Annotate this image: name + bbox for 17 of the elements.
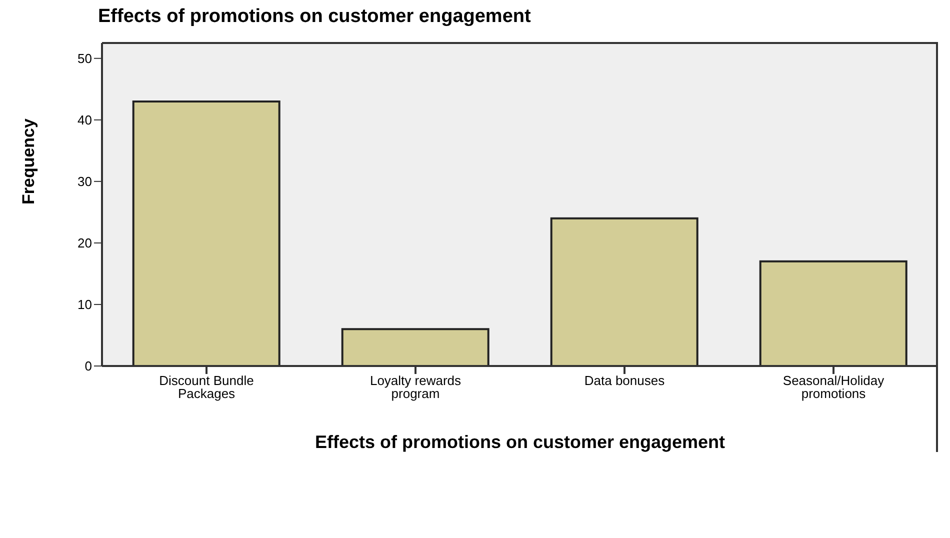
- y-tick-label: 0: [84, 358, 92, 374]
- x-tick-label: Loyalty rewards program: [370, 373, 462, 402]
- y-tick-label: 20: [78, 236, 92, 251]
- y-tick-label: 50: [78, 50, 92, 66]
- chart-title: Effects of promotions on customer engagement: [98, 6, 531, 28]
- x-axis-title: Effects of promotions on customer engagement: [314, 432, 726, 452]
- bar: [550, 217, 698, 366]
- x-tick-label: Seasonal/Holiday promotions: [782, 373, 885, 402]
- bar: [341, 328, 490, 366]
- y-tick-label: 30: [78, 174, 92, 190]
- bar: [132, 100, 280, 366]
- bar: [759, 260, 908, 366]
- x-tick-label: Data bonuses: [584, 373, 666, 388]
- y-axis-title: Frequency: [19, 118, 38, 204]
- y-tick-label: 10: [78, 297, 92, 312]
- y-tick-label: 40: [78, 112, 92, 128]
- x-tick-label: Discount Bundle Packages: [159, 373, 254, 402]
